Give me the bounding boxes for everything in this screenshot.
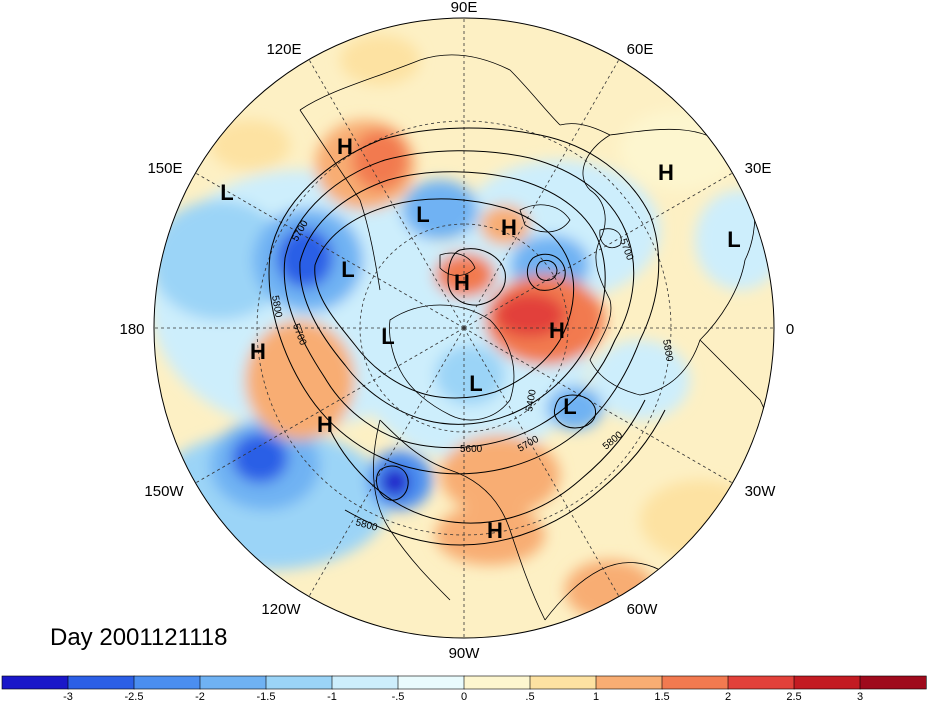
lon-label-60e: 60E (627, 41, 654, 58)
lon-label-120w: 120W (261, 601, 301, 618)
contour-label: 5400 (524, 388, 539, 412)
colorbar-tick-label: 1 (593, 691, 599, 702)
parallel-line (256, 120, 672, 536)
colorbar-tick-label: -1.5 (257, 691, 276, 702)
colorbar-tick-label: 3 (857, 691, 863, 702)
lon-label-90e: 90E (451, 0, 478, 16)
high-center: H (658, 160, 674, 185)
meridian-line (463, 59, 620, 329)
colorbar-tick-label: .5 (525, 691, 534, 702)
colorbar-swatch (67, 675, 135, 690)
lon-label-60w: 60W (627, 601, 659, 618)
high-center: H (317, 412, 333, 437)
lon-label-30w: 30W (745, 483, 777, 500)
colorbar-swatch (661, 675, 729, 690)
lon-label-120e: 120E (266, 41, 301, 58)
pressure-centers: H H L L H L H H L H L L H H L (220, 134, 740, 543)
high-center: H (501, 215, 517, 240)
colorbar-tick-label: 1.5 (654, 691, 669, 702)
meridian-line (463, 327, 733, 484)
colorbar-tick-label: 2.5 (786, 691, 801, 702)
lat-lon-grid (154, 18, 774, 638)
colorbar-tick-label: -2 (195, 691, 205, 702)
colorbar-swatch (727, 675, 795, 690)
colorbar-tick-label: -.5 (392, 691, 405, 702)
map-boundary (153, 17, 775, 639)
colorbar-swatch (1, 675, 69, 690)
colorbar-swatch (397, 675, 465, 690)
low-center: L (727, 227, 740, 252)
lon-label-90w: 90W (449, 645, 481, 662)
low-center: L (220, 180, 233, 205)
meridian-line (463, 172, 733, 329)
colorbar-tick-label: -1 (327, 691, 337, 702)
colorbar-swatch (529, 675, 597, 690)
colorbar-tick-label: 0 (461, 691, 467, 702)
contour-label: 5800 (269, 295, 284, 319)
lon-label-180: 180 (119, 321, 144, 338)
high-center: H (337, 134, 353, 159)
colorbar-tick-label: 2 (725, 691, 731, 702)
lon-label-150w: 150W (144, 483, 184, 500)
colorbar-swatch (133, 675, 201, 690)
figure-title: Day 2001121118 (50, 624, 227, 651)
high-center: H (454, 270, 470, 295)
colorbar-swatch (859, 675, 927, 690)
colorbar-swatch (463, 675, 531, 690)
parallel-line (359, 223, 569, 433)
lon-label-30e: 30E (745, 160, 772, 177)
colorbar: -3 -2.5 -2 -1.5 -1 -.5 0 .5 1 1.5 2 2.5 3 (1, 675, 927, 703)
low-center: L (381, 324, 394, 349)
low-center: L (563, 394, 576, 419)
longitude-labels: 90E 60E 30E 0 30W 60W 90W 120W 150W 180 … (119, 0, 794, 662)
low-center: L (341, 257, 354, 282)
high-center: H (487, 518, 503, 543)
meridian-line (308, 59, 465, 329)
high-center: H (250, 339, 266, 364)
colorbar-swatch (199, 675, 267, 690)
meridian-line (463, 327, 620, 597)
colorbar-swatch (595, 675, 663, 690)
colorbar-tick-label: -3 (63, 691, 73, 702)
low-center: L (416, 202, 429, 227)
lon-label-150e: 150E (147, 160, 182, 177)
colorbar-tick-label: -2.5 (125, 691, 144, 702)
anomaly-shading (154, 18, 774, 638)
meridian-line (308, 327, 465, 597)
contour-label: 5800 (660, 339, 675, 363)
high-center: H (549, 318, 565, 343)
colorbar-swatch (331, 675, 399, 690)
lon-label-0: 0 (786, 321, 794, 338)
meridian-line (195, 172, 465, 329)
colorbar-swatch (265, 675, 333, 690)
low-center: L (469, 371, 482, 396)
colorbar-swatch (793, 675, 861, 690)
meridian-line (195, 327, 465, 484)
contour-label: 5600 (460, 444, 483, 455)
